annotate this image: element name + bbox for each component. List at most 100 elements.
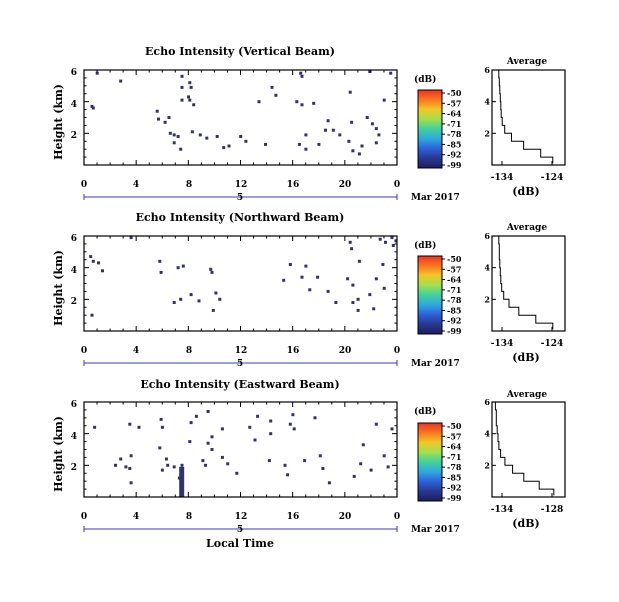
echo-cell: [129, 481, 133, 485]
plot-frame: [83, 235, 398, 332]
echo-cell: [299, 71, 303, 75]
x-tick-label: 8: [186, 180, 192, 190]
echo-cell: [357, 259, 361, 263]
echo-cell: [304, 264, 308, 268]
echo-cell: [124, 465, 128, 469]
echo-cell: [244, 139, 248, 143]
echo-cell: [312, 101, 316, 105]
echo-cell: [218, 297, 222, 301]
echo-cell: [176, 135, 180, 138]
colorbar-tick-label: -57: [447, 98, 461, 108]
echo-cell: [210, 270, 214, 274]
echo-cell: [270, 85, 274, 89]
colorbar-tick-label: -57: [447, 431, 461, 441]
x-tick-label: 8: [186, 346, 192, 356]
echo-cell: [389, 71, 393, 75]
echo-cell: [211, 308, 215, 312]
y-tick-label: 2: [71, 463, 77, 473]
echo-cell: [206, 441, 210, 445]
echo-cell: [297, 142, 301, 146]
x-tick-label: 20: [339, 512, 352, 522]
echo-cell: [308, 288, 312, 292]
echo-cell: [93, 425, 97, 429]
echo-cell: [356, 297, 360, 301]
echo-cell: [205, 136, 209, 140]
x-tick-label: 0: [394, 346, 400, 356]
echo-cell: [194, 414, 198, 418]
y-tick-label: 2: [71, 297, 77, 307]
echo-cell: [168, 131, 172, 135]
colorbar-tick-label: -71: [447, 452, 461, 462]
echo-cell: [160, 468, 164, 472]
echo-cell: [360, 144, 364, 148]
day-label: 5: [237, 193, 243, 203]
panel-eastward-beam: Echo Intensity (Eastward Beam) Height (k…: [52, 378, 566, 535]
profile-y-tick-label: 4: [484, 429, 490, 439]
echo-cell: [222, 146, 226, 150]
echo-cell: [190, 130, 194, 134]
echo-cell: [374, 127, 378, 131]
echo-cell: [351, 301, 355, 304]
colorbar-tick-label: -92: [447, 483, 461, 493]
echo-cell: [324, 128, 327, 132]
echo-cell: [95, 71, 99, 75]
colorbar-tick-label: -50: [447, 88, 462, 98]
echo-cell: [227, 144, 231, 148]
echo-cell: [295, 100, 299, 104]
x-tick-label: 0: [81, 346, 87, 356]
colorbar-tick-label: -99: [447, 160, 462, 170]
echo-cell: [313, 416, 317, 420]
y-tick-label: 6: [71, 68, 77, 78]
colorbar-tick-label: -64: [447, 109, 462, 119]
colorbar-tick-label: -71: [447, 119, 461, 129]
echo-cell: [351, 149, 355, 153]
echo-cell: [352, 474, 356, 478]
echo-cell: [348, 90, 352, 94]
colorbar-tick-label: -50: [447, 421, 462, 431]
echo-cell: [347, 139, 351, 143]
profile-x-tick-label: -134: [491, 173, 514, 183]
echo-cell: [180, 85, 184, 89]
echo-cell: [164, 457, 168, 461]
echo-cell: [326, 119, 330, 123]
echo-cell: [370, 122, 374, 126]
profile-y-tick-label: 2: [484, 128, 490, 138]
profile-x-label: (dB): [512, 517, 539, 530]
y-tick-label: 6: [71, 400, 77, 410]
x-tick-label: 0: [81, 180, 87, 190]
echo-cell: [368, 293, 372, 297]
average-profile-plot: 2 4 6: [484, 397, 566, 498]
echo-cell: [101, 269, 104, 273]
echo-cell: [192, 103, 196, 107]
colorbar-gradient: [417, 422, 443, 502]
echo-cell: [220, 427, 224, 431]
echo-cell: [327, 481, 331, 485]
echo-cell: [166, 463, 170, 467]
profile-frame: [491, 235, 566, 332]
echo-cell: [369, 468, 373, 472]
x-tick-label: 4: [133, 346, 139, 356]
echo-column: [179, 466, 185, 497]
echo-cell: [292, 427, 296, 431]
echo-cell: [158, 259, 162, 263]
panel-title: Echo Intensity (Northward Beam): [136, 211, 345, 224]
x-tick-label: 16: [287, 512, 300, 522]
x-tick-label: 12: [235, 180, 248, 190]
colorbar-tick-label: -64: [447, 442, 462, 452]
average-profile-line: [498, 70, 554, 164]
echo-cell: [176, 266, 180, 270]
colorbar-units: (dB): [414, 240, 436, 251]
colorbar-tick-label: -99: [447, 326, 462, 336]
echo-cell: [210, 448, 214, 451]
profile-x-tick-label: -124: [541, 339, 564, 349]
echo-cell: [189, 85, 193, 89]
echo-cell: [248, 425, 252, 429]
echo-cell: [197, 299, 201, 303]
panel-vertical-beam: Echo Intensity (Vertical Beam) Height (k…: [52, 45, 566, 203]
colorbar-tick-label: -92: [447, 150, 461, 160]
profile-x-tick-label: -128: [541, 505, 564, 515]
day-label: 5: [237, 525, 243, 535]
echo-cell: [129, 454, 133, 458]
echo-cell: [159, 417, 163, 421]
colorbar-tick-label: -57: [447, 264, 461, 274]
